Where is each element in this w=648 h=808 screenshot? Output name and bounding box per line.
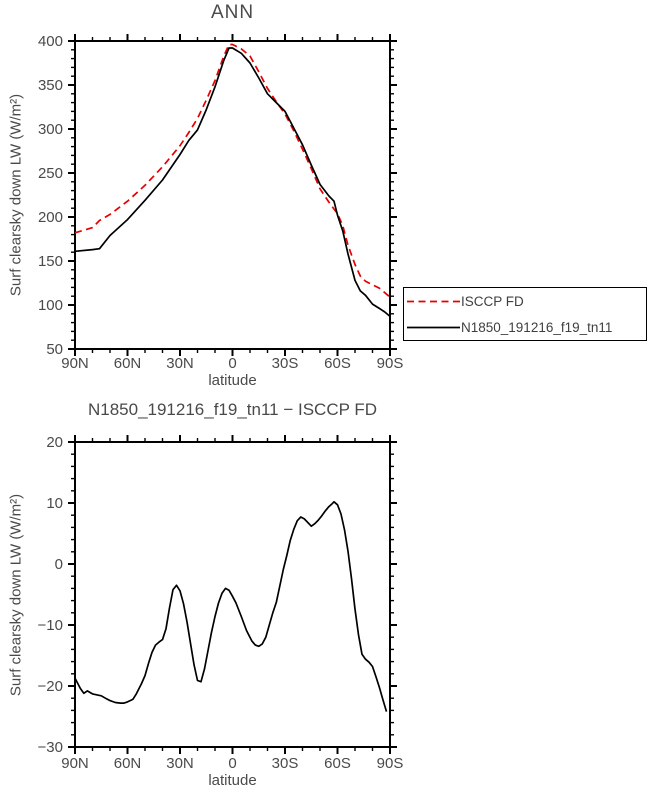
y-tick-label: 10 (46, 495, 63, 512)
plot-frame (74, 441, 391, 748)
x-tick-label: 60S (324, 355, 351, 372)
top-chart-title: ANN (210, 2, 255, 23)
top-chart-x-axis-label: latitude (208, 372, 257, 389)
x-tick-label: 90S (377, 755, 404, 772)
y-tick-label: 300 (38, 121, 63, 138)
y-tick-label: 250 (38, 165, 63, 182)
y-tick-label: 150 (38, 253, 63, 270)
series-line-isccp-fd (74, 43, 391, 298)
y-tick-label: −30 (38, 739, 63, 756)
y-tick-label: 200 (38, 209, 63, 226)
x-tick-label: 60S (324, 755, 351, 772)
legend-label: N1850_191216_f19_tn11 (461, 320, 612, 335)
plot-frame (74, 40, 391, 350)
x-tick-label: 30N (166, 755, 194, 772)
legend-label: ISCCP FD (461, 294, 524, 309)
x-tick-label: 90N (61, 355, 89, 372)
x-tick-label: 30N (166, 355, 194, 372)
x-tick-label: 90N (61, 755, 89, 772)
y-tick-label: 100 (38, 297, 63, 314)
y-tick-label: 350 (38, 77, 63, 94)
bottom-chart-title: N1850_191216_f19_tn11 − ISCCP FD (87, 400, 378, 419)
y-tick-label: 400 (38, 33, 63, 50)
x-tick-label: 30S (272, 355, 299, 372)
y-tick-label: −10 (38, 617, 63, 634)
x-tick-label: 30S (272, 755, 299, 772)
series-line-n1850-191216-f19-tn11 (74, 47, 391, 318)
x-tick-label: 0 (228, 755, 236, 772)
y-tick-label: −20 (38, 678, 63, 695)
y-tick-label: 20 (46, 434, 63, 451)
series-line-n1850-191216-f19-tn11-isccp-fd (74, 500, 388, 712)
y-tick-label: 0 (55, 556, 63, 573)
legend-box (403, 287, 647, 341)
bottom-chart-x-axis-label: latitude (208, 772, 257, 789)
y-tick-label: 50 (46, 341, 63, 358)
x-tick-label: 60N (114, 755, 142, 772)
x-tick-label: 90S (377, 355, 404, 372)
x-tick-label: 0 (228, 355, 236, 372)
x-tick-label: 60N (114, 355, 142, 372)
